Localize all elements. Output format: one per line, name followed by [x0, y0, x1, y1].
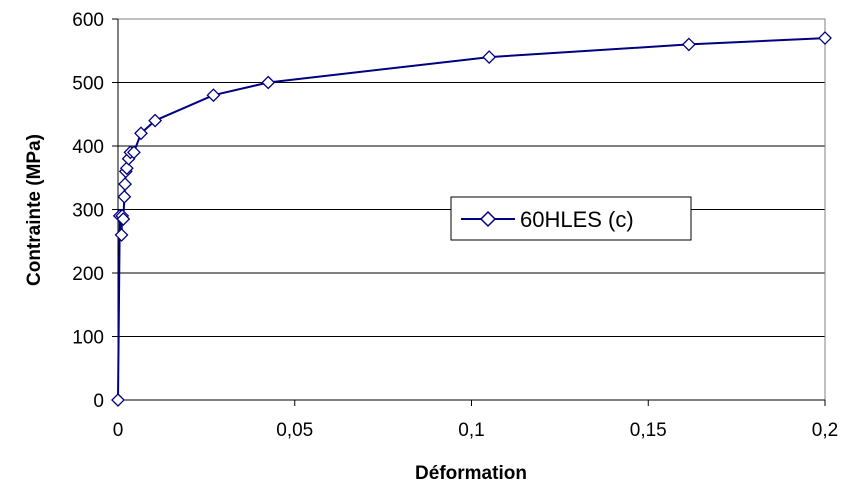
- ticks-layer: 0 100 200 300 400 500 600 0 0,05 0,1 0,15 0,2: [72, 10, 838, 441]
- data-point-marker: [818, 31, 832, 45]
- data-point-marker: [116, 212, 131, 226]
- data-point-marker: [118, 177, 132, 192]
- data-point-marker: [117, 189, 132, 204]
- x-tick-label: 0: [113, 420, 124, 441]
- x-tick-label: 0,1: [458, 420, 484, 441]
- data-point-marker: [134, 126, 148, 141]
- y-tick-label: 100: [72, 328, 104, 349]
- y-tick-label: 200: [72, 264, 104, 285]
- y-tick-label: 600: [72, 10, 104, 31]
- y-tick-label: 500: [72, 74, 104, 95]
- series-layer: [111, 31, 832, 407]
- legend: 60HLES (c): [450, 196, 692, 241]
- data-point-marker: [261, 75, 276, 90]
- y-tick-label: 0: [93, 391, 104, 412]
- data-point-marker: [126, 145, 141, 160]
- grid-layer: [118, 18, 825, 337]
- x-tick-label: 0,15: [630, 420, 667, 441]
- y-tick-label: 300: [72, 201, 104, 222]
- y-tick-label: 400: [72, 137, 104, 158]
- data-point-marker: [206, 88, 221, 103]
- data-point-marker: [482, 50, 497, 65]
- x-tick-label: 0,05: [276, 420, 313, 441]
- legend-marker: [479, 210, 497, 228]
- legend-label: 60HLES (c): [520, 207, 634, 232]
- data-point-marker: [111, 393, 125, 407]
- y-axis-title: Contrainte (MPa): [24, 134, 45, 286]
- data-point-marker: [114, 227, 129, 242]
- data-point-marker: [119, 161, 134, 176]
- x-tick-label: 0,2: [812, 420, 838, 441]
- data-point-marker: [681, 37, 696, 52]
- data-point-marker: [148, 113, 163, 128]
- x-axis-title: Déformation: [415, 463, 527, 484]
